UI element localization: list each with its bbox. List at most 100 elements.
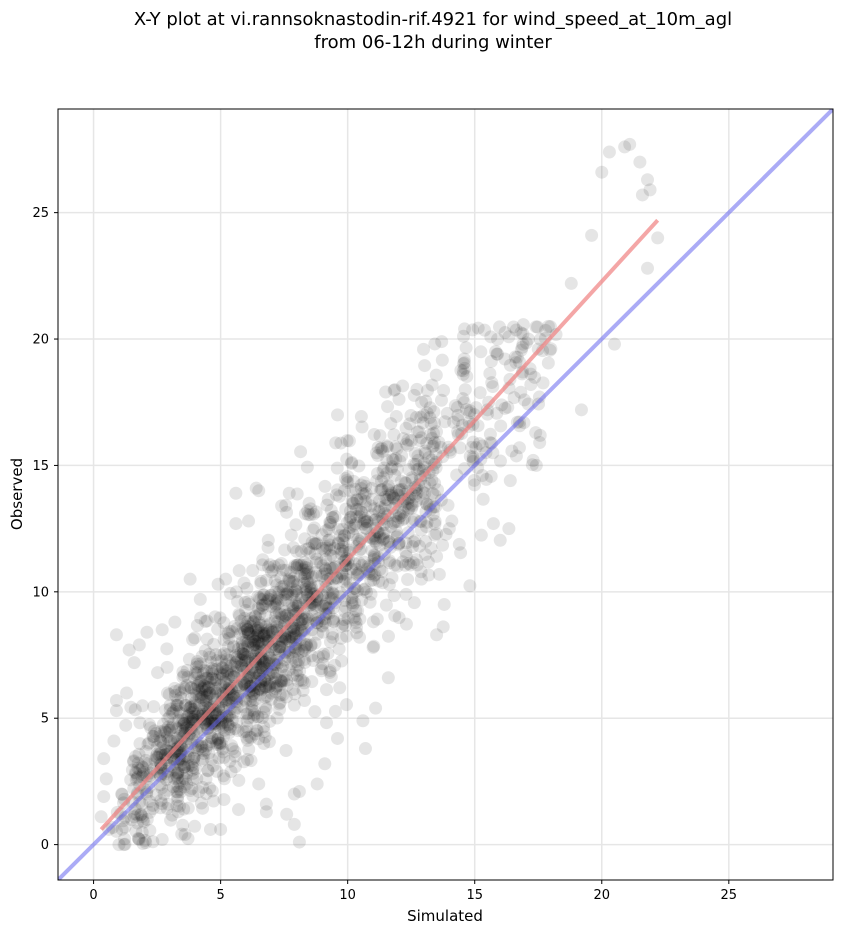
data-point: [177, 780, 191, 794]
data-point: [418, 446, 432, 460]
data-point: [277, 579, 291, 593]
data-point: [322, 601, 336, 615]
data-point: [409, 494, 423, 508]
data-point: [177, 758, 191, 772]
data-point: [336, 544, 350, 558]
data-point: [153, 801, 167, 815]
data-point: [370, 466, 384, 480]
data-point: [324, 670, 338, 684]
data-point: [197, 679, 211, 693]
data-point: [143, 794, 157, 808]
data-point: [417, 408, 431, 422]
data-point: [173, 782, 187, 796]
data-point: [414, 523, 428, 537]
data-point: [136, 761, 150, 775]
data-point: [192, 659, 206, 673]
data-point: [287, 698, 301, 712]
data-point: [385, 486, 399, 500]
data-point: [260, 689, 274, 703]
data-point: [254, 618, 268, 632]
data-point: [223, 754, 237, 768]
data-point: [411, 453, 425, 467]
data-point: [177, 713, 191, 727]
data-point: [337, 574, 351, 588]
data-point: [419, 497, 433, 511]
data-point: [289, 655, 303, 669]
data-point: [219, 658, 233, 672]
data-point: [132, 747, 146, 761]
data-point: [251, 626, 265, 640]
data-point: [389, 514, 403, 528]
data-point: [171, 779, 185, 793]
data-point: [282, 486, 296, 500]
data-point: [418, 486, 432, 500]
data-point: [149, 788, 163, 802]
data-point: [258, 699, 272, 713]
data-point: [354, 505, 368, 519]
data-point: [290, 588, 304, 602]
data-point: [207, 703, 221, 717]
data-point: [153, 734, 167, 748]
data-point: [161, 783, 175, 797]
data-point: [428, 514, 442, 528]
data-point: [381, 629, 395, 643]
data-point: [543, 343, 557, 357]
data-point: [131, 831, 145, 845]
data-point: [429, 368, 443, 382]
data-point: [183, 700, 197, 714]
data-point: [355, 420, 369, 434]
data-point: [184, 699, 198, 713]
data-point: [399, 476, 413, 490]
data-point: [195, 681, 209, 695]
data-point: [322, 522, 336, 536]
data-point: [200, 664, 214, 678]
data-point: [139, 745, 153, 759]
data-point: [365, 492, 379, 506]
data-point: [396, 555, 410, 569]
data-point: [209, 687, 223, 701]
data-point: [298, 656, 312, 670]
data-point: [322, 606, 336, 620]
data-point: [633, 155, 647, 169]
data-point: [486, 380, 500, 394]
data-point: [214, 736, 228, 750]
y-tick-label: 0: [41, 838, 49, 853]
data-point: [251, 621, 265, 635]
data-point: [163, 710, 177, 724]
data-point: [247, 707, 261, 721]
data-point: [256, 659, 270, 673]
data-point: [257, 629, 271, 643]
data-point: [115, 822, 129, 836]
data-point: [287, 585, 301, 599]
data-point: [450, 401, 464, 415]
data-point: [164, 734, 178, 748]
data-point: [155, 781, 169, 795]
data-point: [131, 761, 145, 775]
data-point: [286, 541, 300, 555]
data-point: [156, 717, 170, 731]
data-point: [289, 627, 303, 641]
data-point: [155, 623, 169, 637]
data-point: [188, 671, 202, 685]
data-point: [267, 559, 281, 573]
data-point: [282, 574, 296, 588]
data-point: [270, 620, 284, 634]
data-point: [295, 612, 309, 626]
data-point: [297, 567, 311, 581]
data-point: [275, 640, 289, 654]
data-point: [176, 665, 190, 679]
data-point: [249, 481, 263, 495]
data-point: [250, 628, 264, 642]
data-point: [531, 320, 545, 334]
data-point: [356, 486, 370, 500]
data-point: [234, 658, 248, 672]
data-point: [349, 540, 363, 554]
data-point: [240, 753, 254, 767]
data-point: [280, 678, 294, 692]
data-point: [158, 723, 172, 737]
data-point: [512, 441, 526, 455]
data-point: [425, 473, 439, 487]
data-point: [276, 582, 290, 596]
data-point: [269, 685, 283, 699]
data-point: [225, 739, 239, 753]
